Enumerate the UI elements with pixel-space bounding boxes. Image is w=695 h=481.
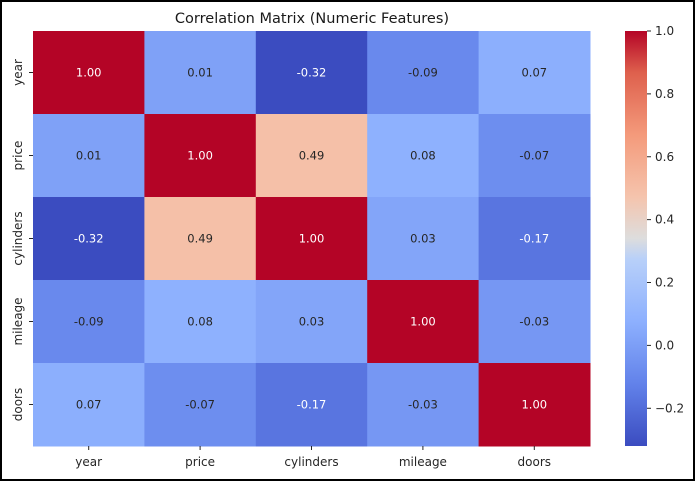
heatmap-cell [33,31,145,115]
x-tick-label: doors [518,455,552,469]
heatmap-cell [478,197,591,281]
heatmap-cell [144,31,257,115]
cell-value-label: -0.07 [519,149,549,163]
heatmap-cell [255,363,368,447]
y-tick-label: cylinders [11,211,25,265]
heatmap-cell [478,363,591,447]
cell-value-label: 0.03 [410,232,436,246]
cell-value-label: -0.09 [74,315,104,329]
cell-value-label: 0.07 [521,66,547,80]
colorbar-tick-label: 0.4 [655,213,674,227]
heatmap-cell [33,363,145,447]
cell-value-label: -0.03 [519,315,549,329]
colorbar-tick-label: 0.8 [655,87,674,101]
cell-value-label: 1.00 [521,398,547,412]
chart-title: Correlation Matrix (Numeric Features) [175,11,449,27]
cell-value-label: 0.01 [76,149,102,163]
colorbar-tick-label: −0.2 [655,401,684,415]
y-tick-label: mileage [11,297,25,345]
cell-value-label: 1.00 [299,232,325,246]
heatmap-cell [255,197,368,281]
cell-value-label: 0.03 [299,315,325,329]
heatmap-cell [255,280,368,364]
heatmap-cell [144,114,257,198]
y-tick-label: price [11,141,25,171]
heatmap-cell [367,280,480,364]
y-axis-ticks: year price cylinders mileage doors [11,59,33,421]
heatmap-cells: 1.00 0.01 -0.32 -0.09 0.07 0.01 1.00 0.49 0.08 -0… [33,31,591,447]
cell-value-label: -0.32 [297,66,327,80]
cell-value-label: 1.00 [76,66,102,80]
x-axis-ticks: year price cylinders mileage doors [75,446,551,469]
cell-value-label: -0.17 [519,232,549,246]
y-tick-label: doors [11,388,25,422]
cell-value-label: 0.01 [187,66,213,80]
x-tick-label: price [185,455,215,469]
colorbar-tick-label: 0.6 [655,150,674,164]
x-tick-label: year [75,455,102,469]
colorbar-tick-label: 1.0 [655,24,674,38]
cell-value-label: 1.00 [410,315,436,329]
y-tick-label: year [11,59,25,86]
cell-value-label: -0.32 [74,232,104,246]
heatmap-cell [33,114,145,198]
heatmap-cell [367,114,480,198]
cell-value-label: 1.00 [187,149,213,163]
heatmap-cell [367,197,480,281]
colorbar-gradient [625,31,647,446]
heatmap-cell [144,197,257,281]
cell-value-label: -0.03 [408,398,438,412]
heatmap-cell [478,114,591,198]
heatmap-cell [144,363,257,447]
heatmap-cell [255,31,368,115]
heatmap-cell [255,114,368,198]
heatmap-cell [478,280,591,364]
cell-value-label: -0.07 [185,398,215,412]
heatmap-cell [33,280,145,364]
heatmap-cell [367,31,480,115]
cell-value-label: 0.08 [187,315,213,329]
colorbar-tick-label: 0.2 [655,276,674,290]
cell-value-label: 0.08 [410,149,436,163]
heatmap-cell [144,280,257,364]
cell-value-label: 0.49 [187,232,213,246]
cell-value-label: -0.09 [408,66,438,80]
cell-value-label: -0.17 [297,398,327,412]
heatmap-cell [367,363,480,447]
cell-value-label: 0.49 [299,149,325,163]
x-tick-label: cylinders [284,455,338,469]
x-tick-label: mileage [399,455,447,469]
cell-value-label: 0.07 [76,398,102,412]
colorbar: 1.0 0.8 0.6 0.4 0.2 0.0 −0.2 [625,24,684,446]
heatmap-cell [478,31,591,115]
heatmap-cell [33,197,145,281]
colorbar-tick-label: 0.0 [655,338,674,352]
